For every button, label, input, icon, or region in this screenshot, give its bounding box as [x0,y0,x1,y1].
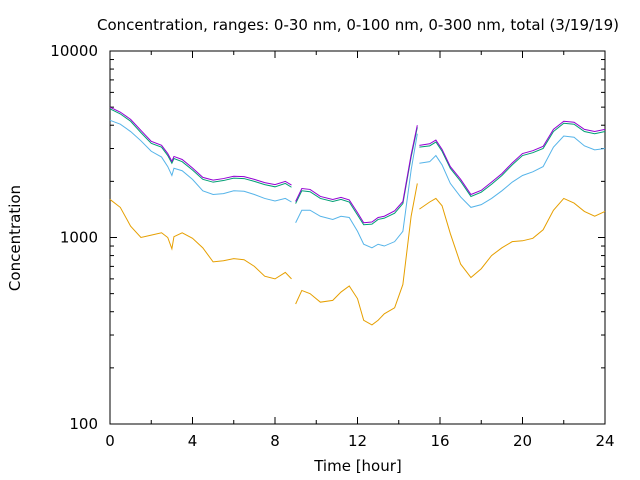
x-tick-label: 24 [595,432,614,450]
series-1 [109,183,606,326]
series-line [295,125,418,224]
series-line [419,135,606,208]
axis-ticks: 0 4 8 12 16 20 24 100 1000 10000 [50,42,614,450]
y-tick-label: 10000 [50,42,98,60]
series-group [109,106,606,326]
series-line [419,122,606,198]
x-tick-label: 4 [188,432,198,450]
series-line [295,133,418,249]
y-axis-label: Concentration [6,185,24,291]
x-tick-label: 16 [430,432,449,450]
chart-title: Concentration, ranges: 0-30 nm, 0-100 nm… [97,16,619,34]
series-line [109,108,292,188]
x-axis-label: Time [hour] [313,457,402,475]
y-tick-label: 1000 [60,229,98,247]
x-tick-label: 0 [105,432,115,450]
x-tick-label: 20 [513,432,532,450]
x-tick-label: 8 [270,432,280,450]
y-tick-label: 100 [69,415,98,433]
series-line [109,106,292,186]
series-2 [109,119,606,249]
series-line [109,119,292,203]
series-line [295,183,418,326]
series-line [109,199,292,280]
x-tick-label: 12 [348,432,367,450]
series-4 [109,106,606,224]
plot-frame [109,50,606,425]
series-line [295,127,418,226]
series-line [419,120,606,196]
series-line [419,197,606,279]
series-3 [109,108,606,226]
